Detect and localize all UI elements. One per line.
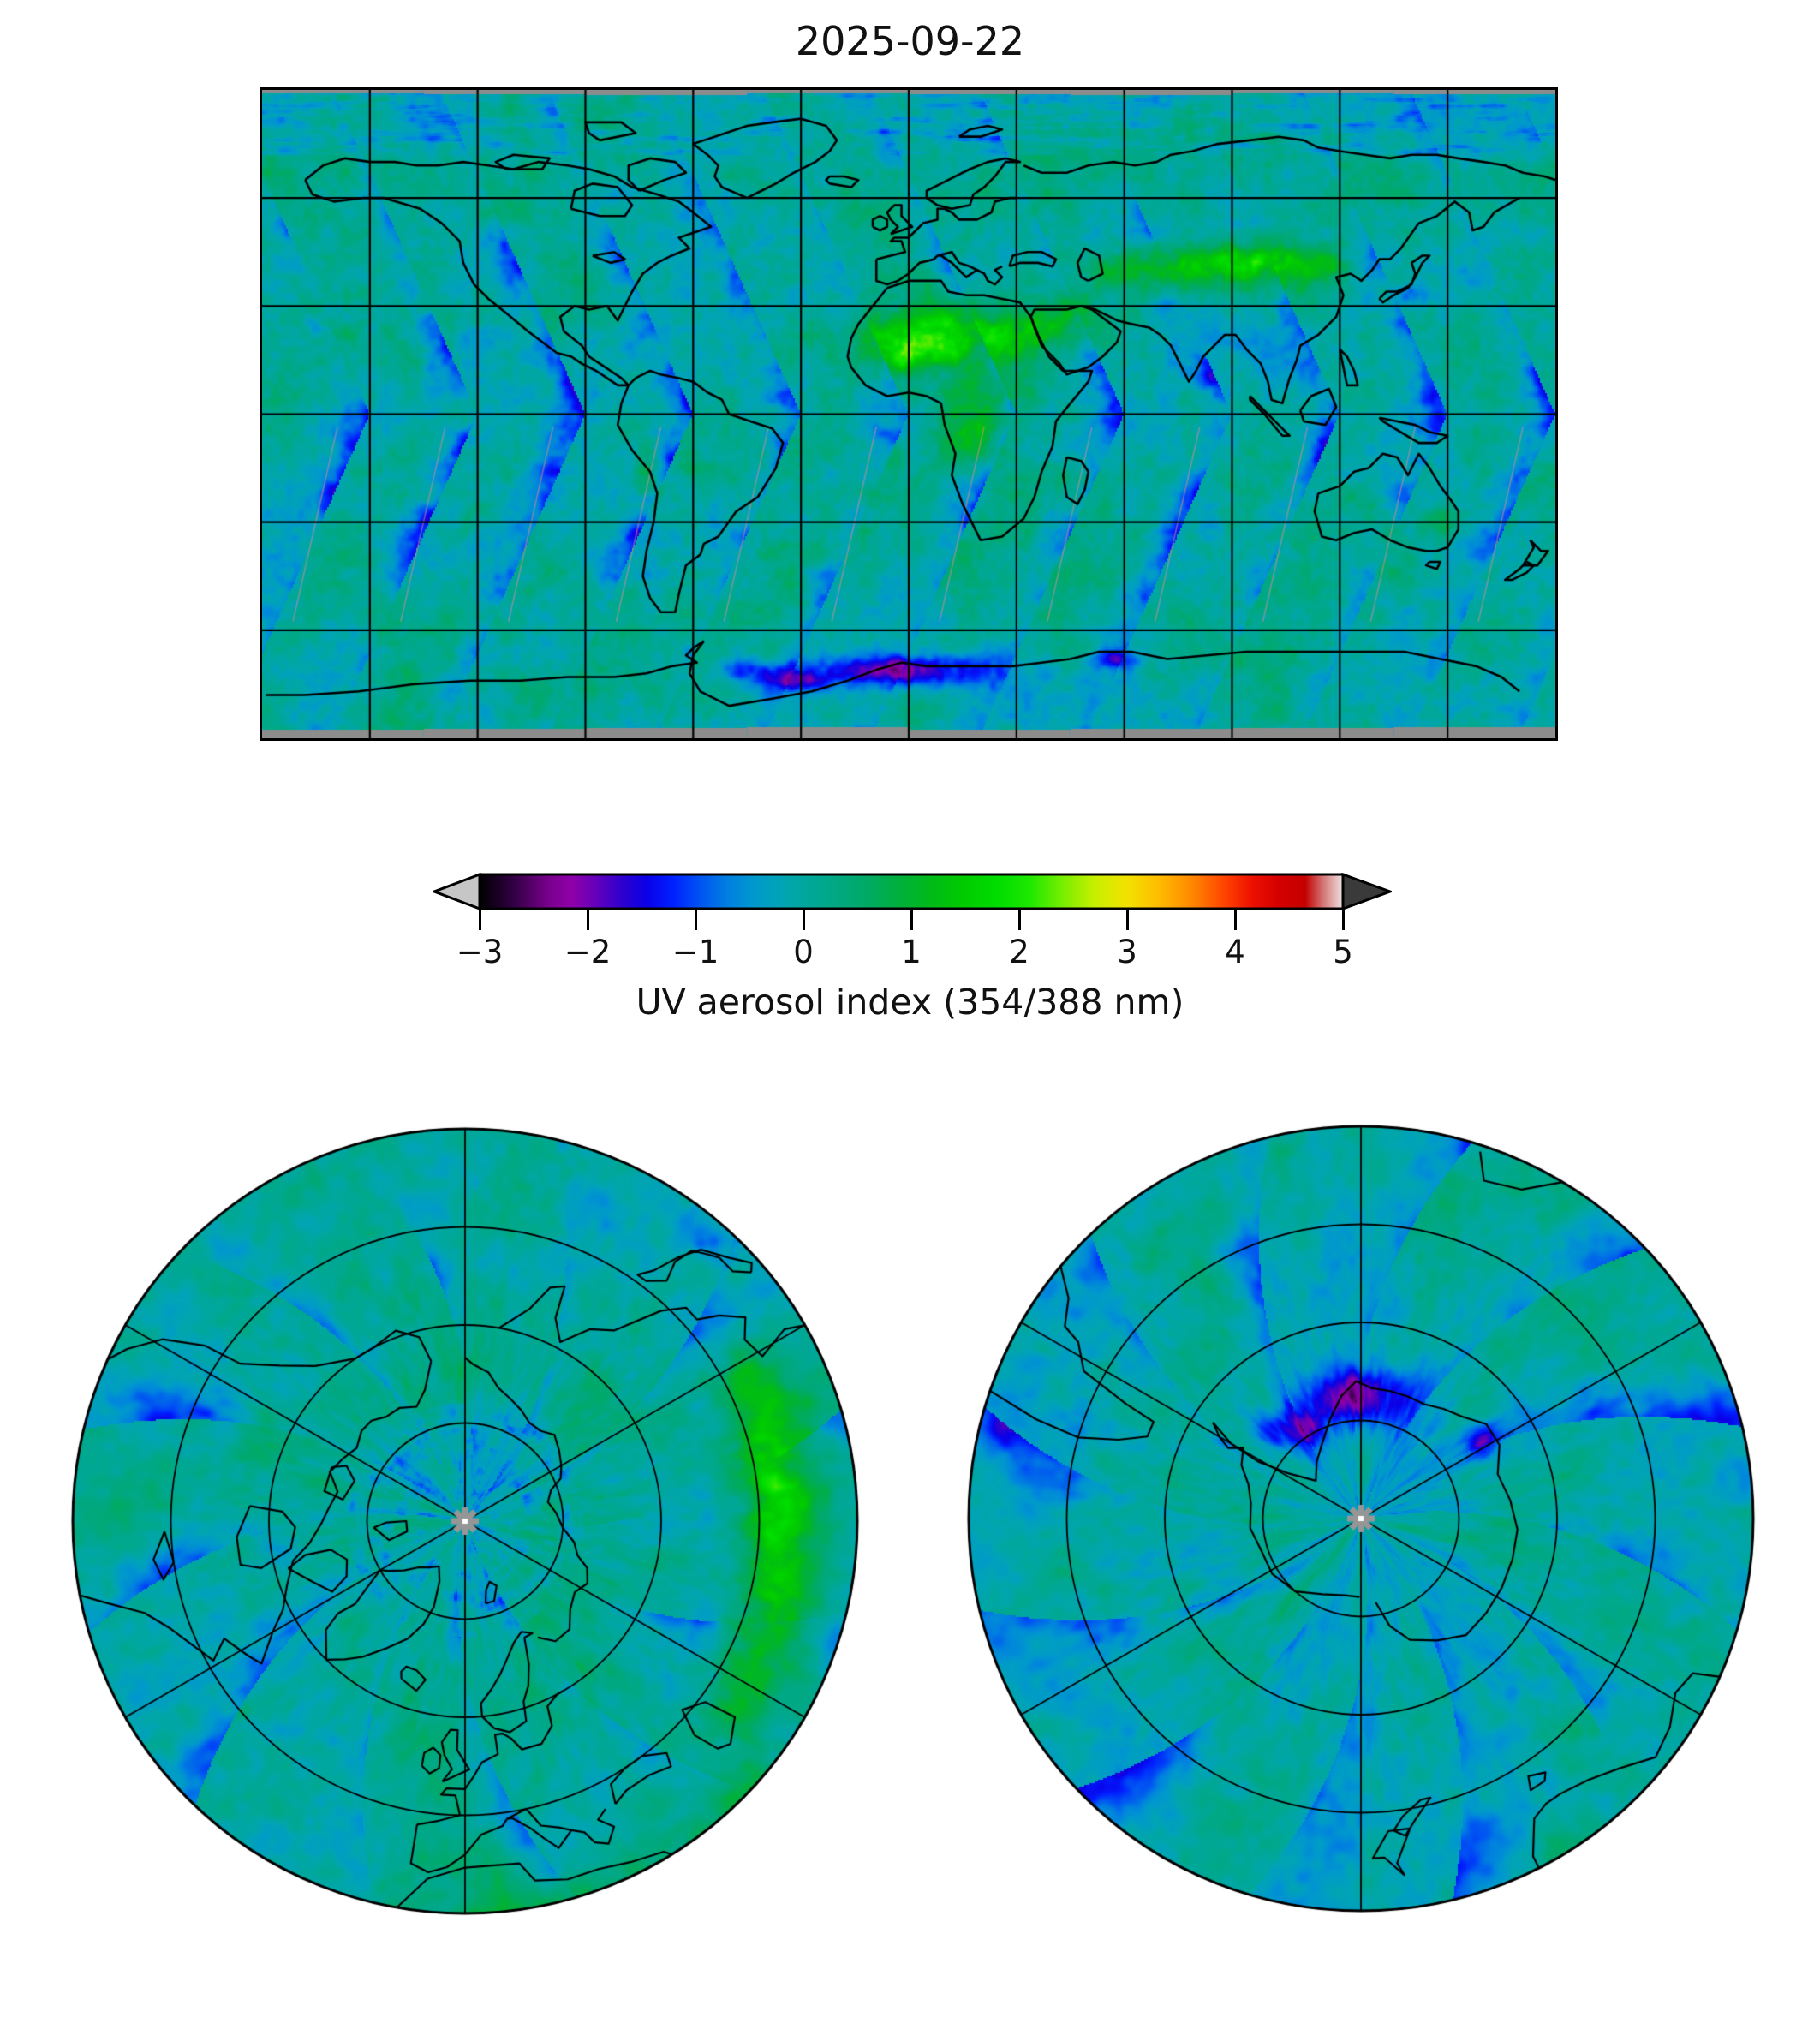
colorbar-tick-label: 2 — [1009, 934, 1029, 970]
colorbar-tick-label: 4 — [1225, 934, 1245, 970]
colorbar-tick — [1125, 910, 1129, 930]
colorbar-label: UV aerosol index (354/388 nm) — [636, 982, 1184, 1023]
north-polar-panel — [70, 1126, 860, 1916]
colorbar-tick-label: 3 — [1117, 934, 1137, 970]
colorbar-tick — [802, 910, 805, 930]
colorbar-tick — [1233, 910, 1237, 930]
south-polar-panel — [966, 1124, 1756, 1913]
colorbar-tick-label: 1 — [901, 934, 922, 970]
colorbar-tick — [910, 910, 913, 930]
colorbar — [433, 873, 1392, 910]
colorbar-tick-label: −2 — [564, 934, 612, 970]
page-title: 2025-09-22 — [795, 18, 1025, 64]
colorbar-tick — [586, 910, 589, 930]
colorbar-tick-label: 0 — [793, 934, 814, 970]
colorbar-tick-label: −3 — [456, 934, 504, 970]
global-map-canvas — [262, 90, 1555, 738]
south-polar-canvas — [966, 1124, 1756, 1913]
colorbar-tick — [694, 910, 697, 930]
colorbar-gradient-bar — [478, 873, 1345, 910]
north-polar-canvas — [70, 1126, 860, 1916]
colorbar-tick — [1017, 910, 1021, 930]
colorbar-over-arrow — [1341, 873, 1392, 910]
colorbar-tick-label: 5 — [1333, 934, 1353, 970]
colorbar-tick — [1341, 910, 1345, 930]
colorbar-under-arrow — [433, 873, 481, 910]
colorbar-tick-label: −1 — [671, 934, 719, 970]
colorbar-tick — [478, 910, 481, 930]
global-map-panel — [260, 87, 1558, 741]
